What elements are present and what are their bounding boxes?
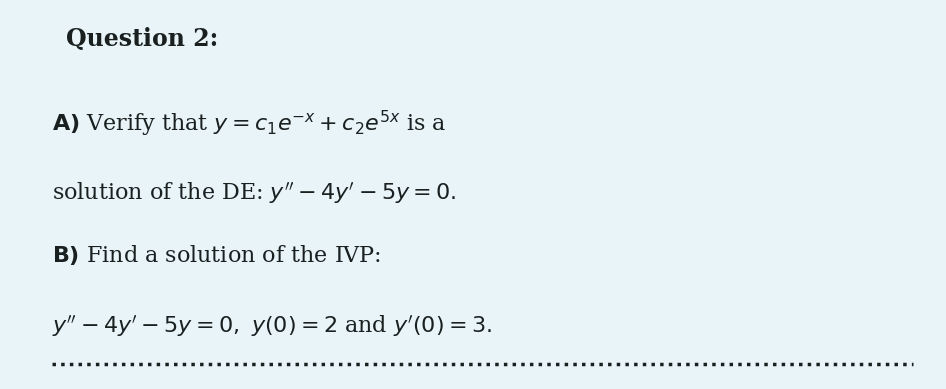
Text: $y'' - 4y' - 5y = 0,\ y(0) = 2$ and $y'(0) = 3.$: $y'' - 4y' - 5y = 0,\ y(0) = 2$ and $y'(… [52, 313, 492, 339]
Text: $\mathbf{A)}$ Verify that $y = c_1e^{-x} + c_2e^{5x}$ is a: $\mathbf{A)}$ Verify that $y = c_1e^{-x}… [52, 109, 447, 139]
Text: Question 2:: Question 2: [66, 27, 219, 51]
Text: solution of the DE: $y'' - 4y' - 5y = 0.$: solution of the DE: $y'' - 4y' - 5y = 0.… [52, 181, 457, 207]
Text: $\mathbf{B)}$ Find a solution of the IVP:: $\mathbf{B)}$ Find a solution of the IVP… [52, 243, 381, 267]
